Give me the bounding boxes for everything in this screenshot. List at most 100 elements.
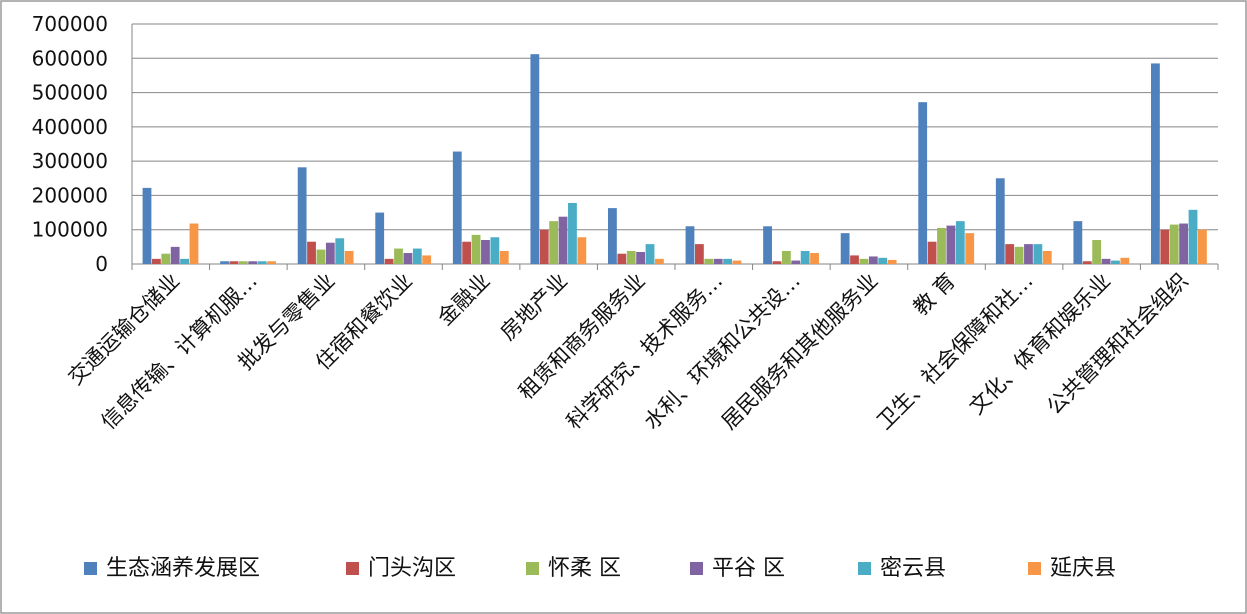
bar bbox=[549, 221, 559, 264]
bar bbox=[1101, 258, 1111, 264]
bar bbox=[142, 187, 152, 264]
bar bbox=[995, 178, 1005, 264]
bar bbox=[608, 208, 617, 264]
bar bbox=[645, 244, 655, 264]
y-tick-label: 400000 bbox=[32, 115, 108, 139]
bar bbox=[918, 102, 928, 265]
y-tick-label: 200000 bbox=[32, 183, 108, 207]
bar bbox=[732, 260, 742, 264]
legend-swatch bbox=[346, 562, 359, 575]
legend-swatch bbox=[84, 562, 97, 575]
bar bbox=[1092, 240, 1102, 264]
bar bbox=[161, 253, 171, 264]
bar bbox=[965, 233, 975, 264]
bar bbox=[1014, 246, 1024, 264]
legend-label: 怀柔 区 bbox=[548, 556, 621, 581]
bar bbox=[403, 253, 413, 264]
bar bbox=[481, 240, 490, 264]
bar bbox=[810, 253, 819, 264]
bar bbox=[325, 242, 335, 264]
bar bbox=[1033, 244, 1043, 264]
bar bbox=[462, 241, 472, 264]
bar bbox=[180, 258, 189, 264]
bar bbox=[539, 229, 549, 264]
bar bbox=[490, 237, 500, 264]
bar bbox=[1005, 244, 1015, 264]
bar bbox=[151, 258, 161, 264]
bar bbox=[1042, 250, 1052, 264]
bar bbox=[704, 258, 714, 264]
bar bbox=[577, 237, 587, 264]
y-tick-label: 100000 bbox=[32, 218, 108, 242]
bar bbox=[316, 249, 326, 264]
bar bbox=[937, 228, 946, 264]
legend: 生态涵养发展区 门头沟区 怀柔 区 平谷 区 密云县 延庆县 bbox=[84, 556, 1116, 581]
bar bbox=[375, 212, 385, 264]
bar bbox=[220, 261, 229, 264]
legend-label: 密云县 bbox=[880, 556, 946, 581]
bar bbox=[568, 202, 577, 264]
bar bbox=[297, 167, 307, 264]
bar bbox=[170, 246, 180, 264]
bar bbox=[558, 216, 568, 264]
bar bbox=[1024, 244, 1033, 264]
bar bbox=[694, 244, 704, 264]
bar bbox=[189, 223, 199, 264]
y-tick-label: 0 bbox=[95, 252, 108, 276]
legend-swatch bbox=[858, 562, 871, 575]
bar bbox=[791, 260, 801, 264]
bar bbox=[772, 261, 782, 264]
bar bbox=[412, 248, 422, 264]
bar bbox=[1160, 229, 1170, 264]
bar bbox=[530, 54, 540, 264]
y-tick-label: 500000 bbox=[32, 81, 108, 105]
legend-label: 延庆县 bbox=[1050, 556, 1116, 581]
bar bbox=[868, 256, 878, 264]
bar bbox=[781, 250, 791, 264]
bar bbox=[307, 241, 316, 264]
y-tick-label: 600000 bbox=[32, 46, 108, 70]
legend-swatch bbox=[526, 562, 539, 575]
legend-label: 门头沟区 bbox=[368, 556, 456, 581]
bar bbox=[840, 233, 850, 264]
bar bbox=[1198, 229, 1207, 264]
bar bbox=[859, 258, 869, 264]
legend-label: 生态涵养发展区 bbox=[106, 556, 260, 581]
bar bbox=[1082, 261, 1092, 264]
bar bbox=[344, 250, 354, 264]
bar bbox=[887, 259, 897, 264]
bar bbox=[384, 258, 394, 264]
bar bbox=[655, 258, 664, 264]
bar bbox=[1111, 260, 1120, 264]
bar bbox=[946, 225, 956, 264]
bar bbox=[626, 250, 636, 264]
bar bbox=[1188, 209, 1198, 264]
bar bbox=[800, 250, 810, 264]
bar bbox=[1120, 257, 1130, 264]
grid-lines bbox=[132, 23, 1218, 231]
bar bbox=[248, 261, 258, 264]
legend-swatch bbox=[690, 562, 703, 575]
bar bbox=[499, 250, 509, 264]
legend-label: 平谷 区 bbox=[712, 556, 785, 581]
bar bbox=[1073, 221, 1083, 264]
bar bbox=[267, 261, 276, 264]
y-axis-ticks: 0 100000 200000 300000 400000 500000 600000 700… bbox=[32, 12, 108, 276]
bar bbox=[229, 261, 239, 264]
bar bbox=[471, 234, 481, 264]
bar bbox=[713, 258, 723, 264]
legend-swatch bbox=[1028, 562, 1041, 575]
y-tick-label: 700000 bbox=[32, 12, 108, 36]
bar bbox=[394, 248, 403, 264]
bar bbox=[238, 261, 248, 264]
bar bbox=[685, 226, 695, 264]
bar bbox=[257, 261, 267, 264]
bar bbox=[1151, 63, 1160, 264]
bar bbox=[636, 252, 646, 264]
bar bbox=[955, 221, 965, 264]
bar bbox=[878, 257, 888, 264]
bars bbox=[142, 54, 1207, 265]
